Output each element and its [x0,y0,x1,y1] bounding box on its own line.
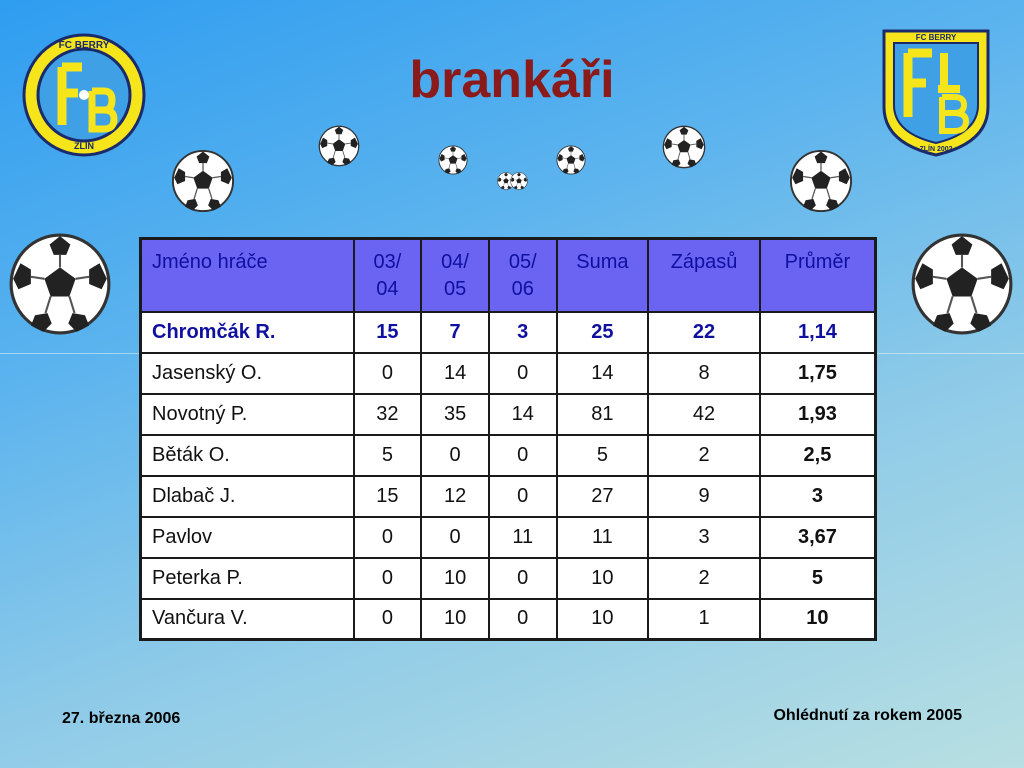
footer-caption: Ohlédnutí za rokem 2005 [773,707,962,724]
cell-value: 1 [647,597,761,641]
cell-value: 5 [555,433,650,477]
logo-left-text-bottom: ZLÍN [74,141,94,151]
cell-name: Peterka P. [139,556,355,600]
cell-value: 14 [555,351,650,395]
cell-value: 42 [647,392,761,436]
soccer-ball-icon [910,232,1014,336]
cell-average: 5 [758,556,877,600]
fc-berry-logo-left: FC BERRY ZLÍN [22,33,146,157]
soccer-ball-icon [662,125,706,169]
soccer-ball-icon [171,149,235,213]
header-sum: Suma [555,237,650,313]
table-row: Vančura V. 0 10 0 10 1 10 [139,597,877,641]
cell-value: 0 [352,515,423,559]
cell-value: 9 [647,474,761,518]
soccer-ball-icon [318,125,360,167]
cell-value: 10 [555,556,650,600]
cell-value: 0 [352,351,423,395]
cell-average: 1,14 [758,310,877,354]
cell-value: 3 [647,515,761,559]
slide-title: brankáři [409,51,615,109]
cell-value: 8 [647,351,761,395]
table-row: Běták O. 5 0 0 5 2 2,5 [139,433,877,477]
cell-value: 0 [487,474,558,518]
header-average: Průměr [758,237,877,313]
cell-value: 0 [487,556,558,600]
cell-value: 27 [555,474,650,518]
soccer-ball-icon [510,172,528,190]
fc-berry-logo-right: FC BERRY ZLÍN 2002 [882,29,990,157]
goalkeeper-stats-table: Jméno hráče 03/04 04/05 05/06 Suma Zápas… [139,237,877,641]
cell-value: 35 [420,392,490,436]
cell-name: Pavlov [139,515,355,559]
cell-value: 0 [420,433,490,477]
cell-value: 10 [420,597,490,641]
table-row: Pavlov 0 0 11 11 3 3,67 [139,515,877,559]
cell-value: 22 [647,310,761,354]
table-row: Peterka P. 0 10 0 10 2 5 [139,556,877,600]
cell-value: 0 [487,351,558,395]
cell-value: 12 [420,474,490,518]
header-season-0304: 03/04 [352,237,423,313]
soccer-ball-icon [438,145,468,175]
cell-value: 0 [352,556,423,600]
table-row: Dlabač J. 15 12 0 27 9 3 [139,474,877,518]
cell-value: 11 [487,515,558,559]
cell-average: 3 [758,474,877,518]
soccer-ball-icon [789,149,853,213]
cell-name: Novotný P. [139,392,355,436]
cell-value: 0 [352,597,423,641]
cell-average: 1,75 [758,351,877,395]
header-player-name: Jméno hráče [139,237,355,313]
cell-value: 11 [555,515,650,559]
cell-average: 1,93 [758,392,877,436]
cell-average: 10 [758,597,877,641]
cell-average: 3,67 [758,515,877,559]
cell-value: 15 [352,474,423,518]
cell-value: 5 [352,433,423,477]
table-row: Chromčák R. 15 7 3 25 22 1,14 [139,310,877,354]
cell-value: 0 [487,597,558,641]
header-matches: Zápasů [647,237,761,313]
cell-value: 10 [555,597,650,641]
cell-value: 2 [647,556,761,600]
cell-value: 7 [420,310,490,354]
cell-name: Běták O. [139,433,355,477]
cell-value: 81 [555,392,650,436]
cell-value: 15 [352,310,423,354]
cell-value: 2 [647,433,761,477]
table-row: Novotný P. 32 35 14 81 42 1,93 [139,392,877,436]
cell-value: 0 [420,515,490,559]
logo-right-text-top: FC BERRY [916,33,957,42]
table-row: Jasenský O. 0 14 0 14 8 1,75 [139,351,877,395]
cell-value: 10 [420,556,490,600]
logo-left-text-top: FC BERRY [59,40,110,51]
header-season-0506: 05/06 [487,237,558,313]
soccer-ball-icon [8,232,112,336]
cell-value: 25 [555,310,650,354]
cell-value: 3 [487,310,558,354]
cell-name: Chromčák R. [139,310,355,354]
cell-value: 32 [352,392,423,436]
footer-date: 27. března 2006 [62,710,181,727]
cell-average: 2,5 [758,433,877,477]
cell-name: Dlabač J. [139,474,355,518]
cell-name: Vančura V. [139,597,355,641]
soccer-ball-icon [556,145,586,175]
table-header-row: Jméno hráče 03/04 04/05 05/06 Suma Zápas… [139,237,877,313]
cell-value: 14 [487,392,558,436]
header-season-0405: 04/05 [420,237,490,313]
cell-name: Jasenský O. [139,351,355,395]
cell-value: 0 [487,433,558,477]
cell-value: 14 [420,351,490,395]
logo-right-text-bottom: ZLÍN 2002 [919,144,952,153]
